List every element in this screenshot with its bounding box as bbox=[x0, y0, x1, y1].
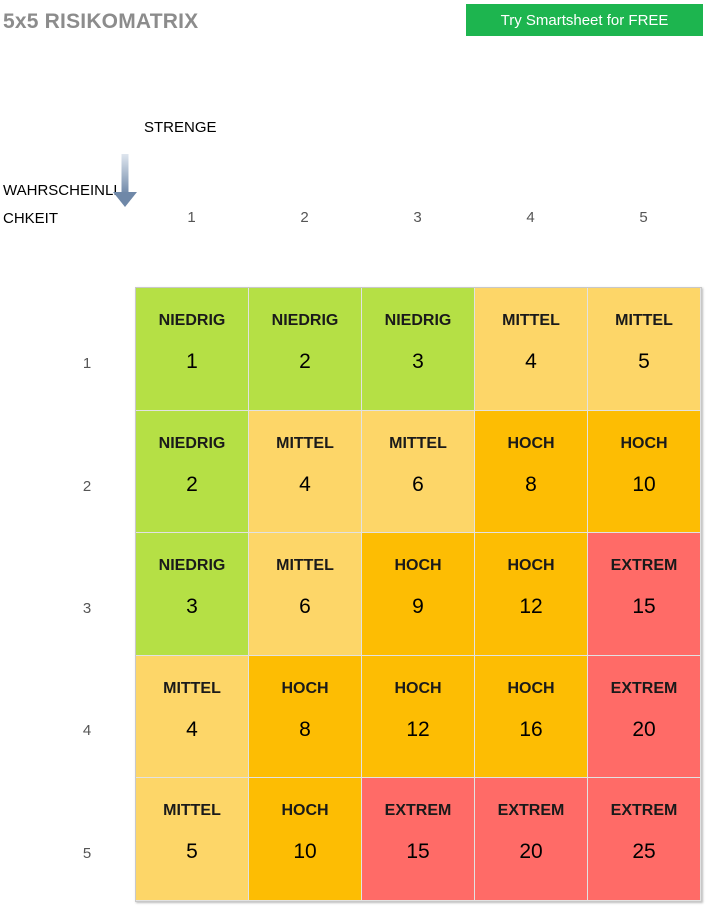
risk-level-label: EXTREM bbox=[384, 802, 452, 820]
risk-cell: HOCH 9 bbox=[362, 533, 475, 656]
risk-level-label: EXTREM bbox=[610, 679, 678, 697]
risk-level-label: NIEDRIG bbox=[158, 557, 226, 575]
risk-score: 20 bbox=[632, 717, 656, 741]
try-smartsheet-button[interactable]: Try Smartsheet for FREE bbox=[466, 4, 703, 36]
risk-cell: MITTEL 4 bbox=[136, 655, 249, 779]
risk-level-label: HOCH bbox=[394, 557, 442, 575]
risk-cell: NIEDRIG 2 bbox=[136, 410, 249, 534]
risk-level-label: NIEDRIG bbox=[158, 312, 226, 329]
risk-cell: EXTREM 20 bbox=[588, 655, 701, 779]
risk-level-label: NIEDRIG bbox=[384, 312, 452, 329]
risk-level-label: EXTREM bbox=[610, 802, 678, 820]
risk-score: 4 bbox=[525, 350, 537, 373]
risk-score: 9 bbox=[412, 595, 424, 619]
risk-level-label: EXTREM bbox=[497, 802, 565, 820]
risk-cell: HOCH 12 bbox=[475, 533, 588, 656]
severity-value-3: 3 bbox=[413, 209, 422, 226]
risk-score: 8 bbox=[299, 717, 311, 741]
risk-cell: HOCH 8 bbox=[249, 655, 362, 779]
risk-level-label: HOCH bbox=[507, 679, 555, 697]
risk-level-label: EXTREM bbox=[610, 557, 678, 575]
risk-score: 5 bbox=[638, 350, 650, 373]
risk-cell: EXTREM 25 bbox=[588, 778, 701, 901]
risk-cell: HOCH 10 bbox=[588, 410, 701, 534]
risk-level-label: MITTEL bbox=[502, 312, 560, 329]
risk-cell: NIEDRIG 1 bbox=[136, 288, 249, 411]
risk-level-label: MITTEL bbox=[276, 434, 334, 452]
likelihood-value-5: 5 bbox=[82, 845, 92, 862]
risk-score: 6 bbox=[412, 472, 424, 496]
risk-cell: MITTEL 4 bbox=[475, 288, 588, 411]
risk-level-label: NIEDRIG bbox=[271, 312, 339, 329]
risk-score: 10 bbox=[632, 472, 656, 496]
risk-level-label: MITTEL bbox=[163, 802, 221, 820]
risk-level-label: HOCH bbox=[507, 557, 555, 575]
risk-score: 4 bbox=[186, 717, 198, 741]
risk-level-label: HOCH bbox=[507, 434, 555, 452]
severity-value-2: 2 bbox=[300, 209, 309, 226]
risk-level-label: HOCH bbox=[281, 802, 329, 820]
risk-score: 2 bbox=[299, 350, 311, 373]
risk-cell: NIEDRIG 2 bbox=[249, 288, 362, 411]
risk-score: 16 bbox=[519, 717, 543, 741]
risk-level-label: NIEDRIG bbox=[158, 434, 226, 452]
severity-value-4: 4 bbox=[526, 209, 535, 226]
risk-cell: MITTEL 4 bbox=[249, 410, 362, 534]
risk-level-label: MITTEL bbox=[615, 312, 673, 329]
risk-cell: MITTEL 5 bbox=[588, 288, 701, 411]
risk-level-label: HOCH bbox=[620, 434, 668, 452]
severity-axis-label: STRENGE bbox=[144, 119, 217, 136]
risk-level-label: HOCH bbox=[394, 679, 442, 697]
risk-level-label: MITTEL bbox=[163, 679, 221, 697]
likelihood-value-1: 1 bbox=[82, 355, 92, 372]
risk-score: 3 bbox=[186, 595, 198, 619]
risk-cell: NIEDRIG 3 bbox=[136, 533, 249, 656]
risk-cell: MITTEL 5 bbox=[136, 778, 249, 901]
risk-score: 25 bbox=[632, 840, 656, 864]
risk-cell: HOCH 8 bbox=[475, 410, 588, 534]
risk-score: 12 bbox=[519, 595, 543, 619]
risk-score: 8 bbox=[525, 472, 537, 496]
risk-score: 4 bbox=[299, 472, 311, 496]
risk-score: 1 bbox=[186, 350, 198, 373]
likelihood-value-4: 4 bbox=[82, 722, 92, 739]
risk-score: 12 bbox=[406, 717, 430, 741]
risk-score: 6 bbox=[299, 595, 311, 619]
risk-cell: NIEDRIG 3 bbox=[362, 288, 475, 411]
severity-value-1: 1 bbox=[187, 209, 196, 226]
risk-cell: HOCH 12 bbox=[362, 655, 475, 779]
risk-score: 15 bbox=[632, 595, 656, 619]
risk-cell: HOCH 16 bbox=[475, 655, 588, 779]
risk-level-label: MITTEL bbox=[276, 557, 334, 575]
risk-cell: HOCH 10 bbox=[249, 778, 362, 901]
risk-cell: MITTEL 6 bbox=[249, 533, 362, 656]
risk-score: 15 bbox=[406, 840, 430, 864]
risk-level-label: HOCH bbox=[281, 679, 329, 697]
risk-score: 20 bbox=[519, 840, 543, 864]
risk-cell: MITTEL 6 bbox=[362, 410, 475, 534]
risk-score: 3 bbox=[412, 350, 424, 373]
risk-cell: EXTREM 20 bbox=[475, 778, 588, 901]
risk-cell: EXTREM 15 bbox=[588, 533, 701, 656]
likelihood-value-3: 3 bbox=[82, 600, 92, 617]
risk-score: 10 bbox=[293, 840, 317, 864]
down-arrow-icon bbox=[113, 154, 137, 207]
risk-score: 5 bbox=[186, 840, 198, 864]
risk-matrix: NIEDRIG 1 NIEDRIG 2 NIEDRIG 3 MITTEL 4 MITTEL 5 NI… bbox=[135, 287, 702, 902]
likelihood-axis-label: WAHRSCHEINLICHKEIT bbox=[3, 182, 118, 227]
likelihood-value-2: 2 bbox=[82, 478, 92, 495]
risk-level-label: MITTEL bbox=[389, 434, 447, 452]
risk-score: 2 bbox=[186, 472, 198, 496]
risk-cell: EXTREM 15 bbox=[362, 778, 475, 901]
severity-value-5: 5 bbox=[639, 209, 648, 226]
page-title: 5x5 RISIKOMATRIX bbox=[3, 10, 199, 33]
